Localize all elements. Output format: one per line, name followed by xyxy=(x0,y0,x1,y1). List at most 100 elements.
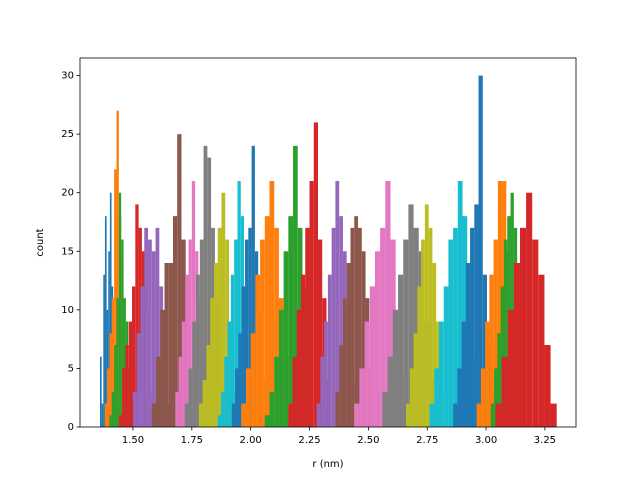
histogram-bar xyxy=(335,391,340,427)
histogram-bar xyxy=(178,356,182,427)
histogram-bar xyxy=(184,403,189,427)
histogram-bar xyxy=(227,321,231,427)
histogram-bar xyxy=(250,333,256,427)
histogram-bar xyxy=(408,204,414,427)
histogram-bar xyxy=(278,309,284,427)
histogram-bar xyxy=(164,263,169,427)
histogram-bar xyxy=(248,227,252,427)
histogram-bar xyxy=(387,356,393,427)
x-tick-label: 1.75 xyxy=(181,435,203,446)
histogram-bar xyxy=(111,298,115,427)
histogram-bar xyxy=(421,239,425,427)
histogram-bar xyxy=(364,321,370,427)
histogram-bar xyxy=(224,356,228,427)
histogram-bar xyxy=(482,274,488,427)
histogram-bar xyxy=(413,227,419,427)
histogram-bar xyxy=(125,345,129,427)
histogram-bar xyxy=(358,227,362,427)
x-tick-label: 2.00 xyxy=(240,435,262,446)
histogram-bar xyxy=(453,227,458,427)
histogram-bar xyxy=(181,321,186,427)
histogram-bar xyxy=(301,274,306,427)
histogram-bar xyxy=(398,274,404,427)
histogram-bar xyxy=(251,145,255,427)
histogram-bar xyxy=(293,145,298,427)
histogram-bar xyxy=(457,368,462,427)
histogram-bar xyxy=(432,263,437,427)
histogram-bar xyxy=(538,274,545,427)
histogram-bar xyxy=(260,239,265,427)
histogram-bar xyxy=(151,251,156,427)
histogram-bar xyxy=(380,227,386,427)
histogram-bar xyxy=(350,227,355,427)
histogram-bar xyxy=(429,403,435,427)
histogram-bar xyxy=(155,227,160,427)
histogram-bar xyxy=(474,204,479,427)
histogram-bar xyxy=(108,251,110,427)
histogram-bar xyxy=(288,403,293,427)
histogram-bar xyxy=(465,263,471,427)
histogram-bar xyxy=(532,239,539,427)
histogram-bar xyxy=(274,356,279,427)
histogram-bar xyxy=(327,274,332,427)
histogram-bar xyxy=(324,321,328,427)
histogram-bar xyxy=(100,356,102,427)
histogram-bar xyxy=(382,391,388,427)
histogram-bar xyxy=(490,403,495,427)
histogram-bar xyxy=(403,239,409,427)
x-tick-label: 2.75 xyxy=(416,435,438,446)
histogram-bar xyxy=(104,216,107,427)
histogram-bar xyxy=(480,368,486,427)
histogram-bar xyxy=(495,403,502,427)
histogram-bar xyxy=(175,391,179,427)
histogram-bar xyxy=(217,227,222,427)
histogram-bar xyxy=(283,251,289,427)
histogram-bar xyxy=(217,415,222,427)
histogram-bar xyxy=(136,333,141,427)
histogram-bar xyxy=(544,345,551,427)
histogram-bar xyxy=(148,239,152,427)
histogram-bar xyxy=(476,403,481,427)
histogram-bar xyxy=(385,181,391,427)
plot-area xyxy=(100,75,557,428)
histogram-bar xyxy=(199,239,204,427)
histogram-bar xyxy=(269,181,275,427)
y-tick-label: 20 xyxy=(61,188,74,199)
histogram-bar xyxy=(123,298,126,427)
histogram-bar xyxy=(144,227,149,427)
axes-frame xyxy=(79,57,577,428)
histogram-bar xyxy=(160,309,165,427)
histogram-bar xyxy=(339,216,343,427)
histogram-bar xyxy=(493,239,498,427)
histogram-bar xyxy=(104,403,108,427)
histogram-bar xyxy=(354,216,359,427)
histogram-bar xyxy=(409,368,414,427)
histogram-bar xyxy=(453,403,458,427)
histogram-bar xyxy=(497,333,501,427)
histogram-bar xyxy=(264,216,270,427)
histogram-bar xyxy=(470,227,475,427)
histogram-bar xyxy=(245,368,251,427)
x-tick-label: 2.50 xyxy=(357,435,379,446)
histogram-bar xyxy=(231,403,236,427)
histogram-bar xyxy=(237,181,241,427)
histogram-bar xyxy=(264,415,270,427)
histogram-bar xyxy=(503,239,508,427)
histogram-bar xyxy=(109,333,112,427)
histogram-bar xyxy=(342,298,347,427)
histogram-bar xyxy=(234,239,238,427)
histogram-bar xyxy=(225,239,230,427)
histogram-bar xyxy=(501,356,508,427)
histogram-bar xyxy=(346,263,351,427)
histogram-bar xyxy=(156,356,161,427)
histogram-bar xyxy=(188,368,193,427)
histogram-bar xyxy=(118,192,122,427)
histogram-bar xyxy=(238,333,242,427)
histogram-bar xyxy=(221,192,226,427)
histogram-bar xyxy=(461,321,466,427)
y-tick-label: 5 xyxy=(68,363,74,374)
x-tick-label: 3.25 xyxy=(534,435,556,446)
histogram-bar xyxy=(497,181,503,427)
histogram-bar xyxy=(116,110,119,427)
y-tick-label: 0 xyxy=(68,422,74,433)
